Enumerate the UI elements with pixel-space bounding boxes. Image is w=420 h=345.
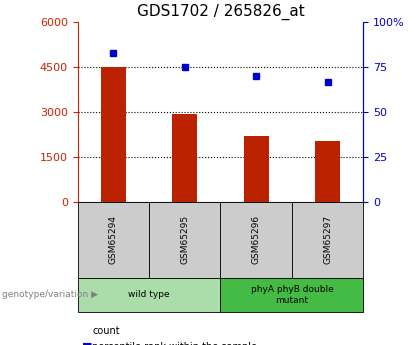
Bar (101, 67, 126, 202)
Bar (244, 136, 269, 202)
Text: wild type: wild type (128, 290, 170, 299)
Text: GSM65296: GSM65296 (252, 215, 261, 264)
Text: genotype/variation ▶: genotype/variation ▶ (2, 290, 98, 299)
Title: GDS1702 / 265826_at: GDS1702 / 265826_at (136, 3, 304, 20)
Text: phyA phyB double
mutant: phyA phyB double mutant (250, 285, 333, 305)
Text: ■: ■ (82, 342, 92, 345)
Bar (315, 140, 340, 202)
Bar (172, 114, 197, 202)
Text: GSM65295: GSM65295 (180, 215, 189, 264)
Text: GSM65297: GSM65297 (323, 215, 332, 264)
Text: count: count (92, 326, 120, 336)
Text: GSM65294: GSM65294 (109, 215, 118, 264)
Text: percentile rank within the sample: percentile rank within the sample (92, 342, 257, 345)
